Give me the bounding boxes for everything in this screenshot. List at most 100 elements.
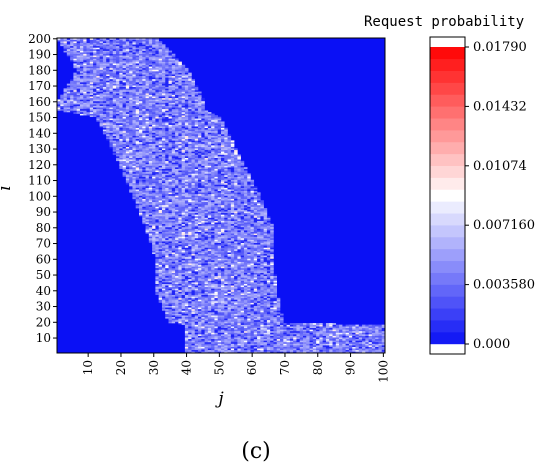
heatmap-cell [365,335,369,338]
heatmap-cell [247,258,251,261]
heatmap-cell [243,318,248,321]
heatmap-cell [243,269,248,272]
heatmap-cell [237,310,241,313]
heatmap-cell [217,245,222,248]
heatmap-cell [214,189,218,192]
heatmap-cell [171,220,176,223]
heatmap-cell [145,228,150,231]
heatmap-cell [270,227,274,229]
heatmap-cell [135,179,140,182]
heatmap-cell [155,264,159,267]
heatmap-cell [194,351,199,354]
heatmap-cell [263,316,268,319]
heatmap-cell [181,230,186,232]
heatmap-cell [240,245,245,248]
heatmap-cell [171,189,176,192]
heatmap-cell [214,278,218,281]
heatmap-cell [263,212,268,215]
heatmap-cell [243,173,248,176]
heatmap-cell [165,274,169,277]
heatmap-cell [201,319,205,322]
heatmap-cell [283,349,287,352]
heatmap-cell [381,324,386,327]
heatmap-cell [207,324,212,327]
heatmap-cell [168,208,173,210]
heatmap-cell [204,291,209,294]
heatmap-cell [142,204,146,207]
heatmap-cell [224,258,228,261]
heatmap-cell [132,171,136,174]
heatmap-cell [227,244,232,247]
heatmap-cell [152,236,156,239]
heatmap-cell [194,337,199,340]
heatmap-cell [188,167,192,169]
heatmap-cell [175,321,179,324]
heatmap-cell [161,266,166,269]
heatmap-cell [270,249,274,251]
heatmap-cell [211,204,215,207]
heatmap-cell [152,249,156,251]
heatmap-cell [230,304,235,306]
heatmap-cell [234,324,238,327]
heatmap-cell [280,349,284,352]
heatmap-cell [243,241,248,243]
heatmap-cell [211,165,215,168]
heatmap-cell [266,222,271,225]
heatmap-cell [211,164,215,166]
heatmap-cell [148,165,153,168]
heatmap-cell [191,244,196,247]
heatmap-cell [214,340,218,343]
heatmap-cell [135,184,140,187]
heatmap-cell [181,168,186,171]
heatmap-cell [122,167,127,169]
heatmap-cell [194,228,199,231]
heatmap-cell [227,294,232,297]
heatmap-cell [322,351,327,354]
heatmap-cell [234,250,238,253]
heatmap-cell [257,272,261,275]
heatmap-cell [188,297,192,300]
heatmap-cell [214,173,218,176]
heatmap-cell [211,239,215,242]
heatmap-cell [342,340,346,343]
heatmap-cell [234,288,238,291]
heatmap-cell [230,253,235,256]
heatmap-cell [184,305,189,308]
heatmap-cell [257,247,261,250]
heatmap-cell [230,286,235,289]
heatmap-cell [247,346,251,349]
heatmap-cell [204,343,209,346]
heatmap-cell [178,233,182,236]
heatmap-cell [155,278,159,281]
heatmap-cell [263,291,268,294]
heatmap-cell [250,236,255,239]
heatmap-cell [381,329,386,332]
heatmap-cell [250,335,255,338]
heatmap-cell [240,280,245,283]
heatmap-cell [227,274,232,277]
heatmap-cell [240,261,245,264]
heatmap-cell [243,348,248,351]
heatmap-cell [152,176,156,179]
heatmap-cell [201,231,205,234]
heatmap-cell [217,175,222,177]
heatmap-cell [211,310,215,313]
heatmap-cell [211,208,215,210]
heatmap-cell [155,178,159,180]
heatmap-cell [224,332,228,335]
heatmap-cell [204,264,209,267]
heatmap-cell [194,301,199,303]
heatmap-cell [191,223,196,226]
heatmap-cell [184,332,189,335]
heatmap-cell [168,312,173,314]
heatmap-cell [322,338,327,341]
heatmap-cell [201,280,205,283]
heatmap-cell [161,208,166,210]
heatmap-cell [270,337,274,340]
heatmap-cell [204,261,209,264]
heatmap-cell [158,241,163,243]
heatmap-cell [234,219,238,221]
heatmap-cell [227,290,232,292]
heatmap-cell [194,271,199,273]
heatmap-cell [253,190,258,193]
